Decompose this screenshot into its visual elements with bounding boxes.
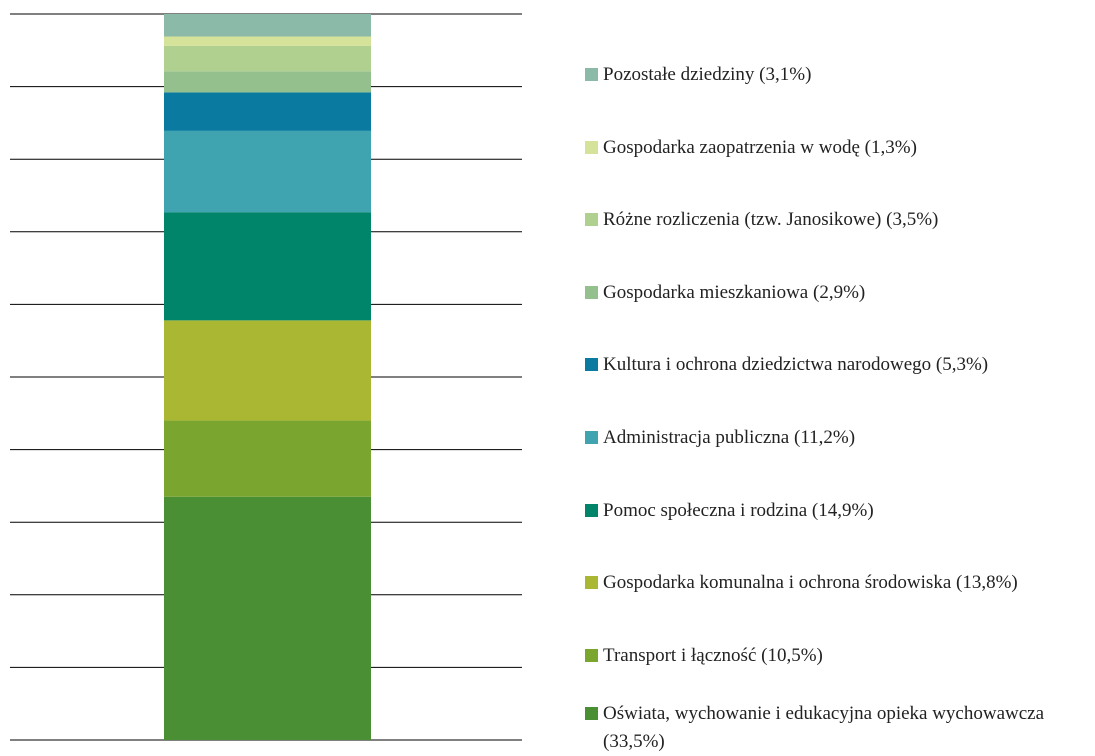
bar-segment — [164, 496, 371, 740]
legend-item: Różne rozliczenia (tzw. Janosikowe) (3,5… — [585, 206, 1090, 234]
legend-label: Administracja publiczna (11,2%) — [603, 427, 856, 448]
bar-segment — [164, 320, 371, 421]
bar-segment — [164, 92, 371, 131]
bar-segment — [164, 420, 371, 497]
legend-item: Oświata, wychowanie i edukacyjna opieka … — [585, 700, 1090, 756]
legend-label: Kultura i ochrona dziedzictwa narodowego… — [603, 354, 989, 376]
legend-swatch — [585, 503, 598, 517]
legend-swatch — [585, 285, 598, 299]
legend-item: Administracja publiczna (11,2%) — [585, 424, 1090, 452]
legend-swatch — [585, 358, 598, 372]
legend-item: Transport i łączność (10,5%) — [585, 642, 1090, 670]
legend-item: Gospodarka zaopatrzenia w wodę (1,3%) — [585, 134, 1090, 162]
legend-swatch — [585, 707, 598, 721]
legend-label: Gospodarka zaopatrzenia w wodę (1,3%) — [603, 136, 917, 158]
bar-segment — [164, 14, 371, 37]
legend-item: Pomoc społeczna i rodzina (14,9%) — [585, 497, 1090, 525]
bar-segment — [164, 71, 371, 93]
legend-label: Pomoc społeczna i rodzina (14,9%) — [603, 499, 874, 521]
legend-label: Transport i łączność (10,5%) — [603, 644, 823, 666]
legend-swatch — [585, 648, 598, 662]
legend-swatch — [585, 140, 598, 154]
legend-label: Różne rozliczenia (tzw. Janosikowe) (3,5… — [603, 209, 939, 231]
bar-segment — [164, 45, 371, 72]
legend-swatch — [585, 576, 598, 590]
legend-item: Kultura i ochrona dziedzictwa narodowego… — [585, 351, 1090, 379]
legend-label: Pozostałe dziedziny (3,1%) — [603, 64, 812, 85]
legend-swatch — [585, 431, 598, 444]
legend-label: Gospodarka komunalna i ochrona środowisk… — [603, 572, 1018, 594]
legend-label: Oświata, wychowanie i edukacyjna opieka … — [603, 703, 1045, 753]
bar-segment — [164, 212, 371, 321]
legend-item: Gospodarka mieszkaniowa (2,9%) — [585, 279, 1090, 307]
bar-segment — [164, 130, 371, 213]
legend-swatch — [585, 213, 598, 227]
legend-swatch — [585, 68, 598, 81]
legend-item: Gospodarka komunalna i ochrona środowisk… — [585, 569, 1090, 597]
legend-label: Gospodarka mieszkaniowa (2,9%) — [603, 281, 866, 303]
legend-item: Pozostałe dziedziny (3,1%) — [585, 61, 1090, 89]
bar-segment — [164, 36, 371, 46]
